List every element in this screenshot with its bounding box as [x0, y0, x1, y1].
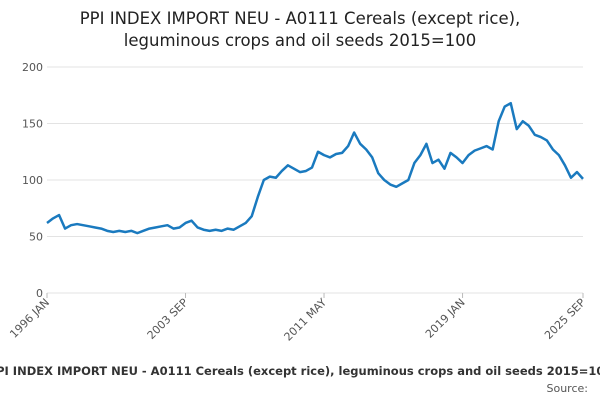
x-tick-label: 1996 JAN	[7, 296, 52, 341]
y-tick-label: 200	[22, 61, 43, 74]
source: Source:	[547, 382, 589, 395]
x-tick-label: 2003 SEP	[145, 296, 191, 342]
y-tick-label: 150	[22, 118, 43, 131]
y-tick-label: 100	[22, 174, 43, 187]
caption: PPI INDEX IMPORT NEU - A0111 Cereals (ex…	[0, 364, 600, 378]
x-tick-label: 2025 SEP	[542, 296, 588, 342]
x-tick-label: 2011 MAY	[282, 296, 330, 344]
data-line	[46, 101, 584, 235]
chart-title: PPI INDEX IMPORT NEU - A0111 Cereals (ex…	[80, 9, 521, 28]
chart-title: leguminous crops and oil seeds 2015=100	[124, 31, 476, 50]
y-tick-label: 50	[29, 231, 43, 244]
x-tick-label: 2019 JAN	[423, 296, 468, 341]
y-tick-label: 0	[36, 287, 43, 300]
